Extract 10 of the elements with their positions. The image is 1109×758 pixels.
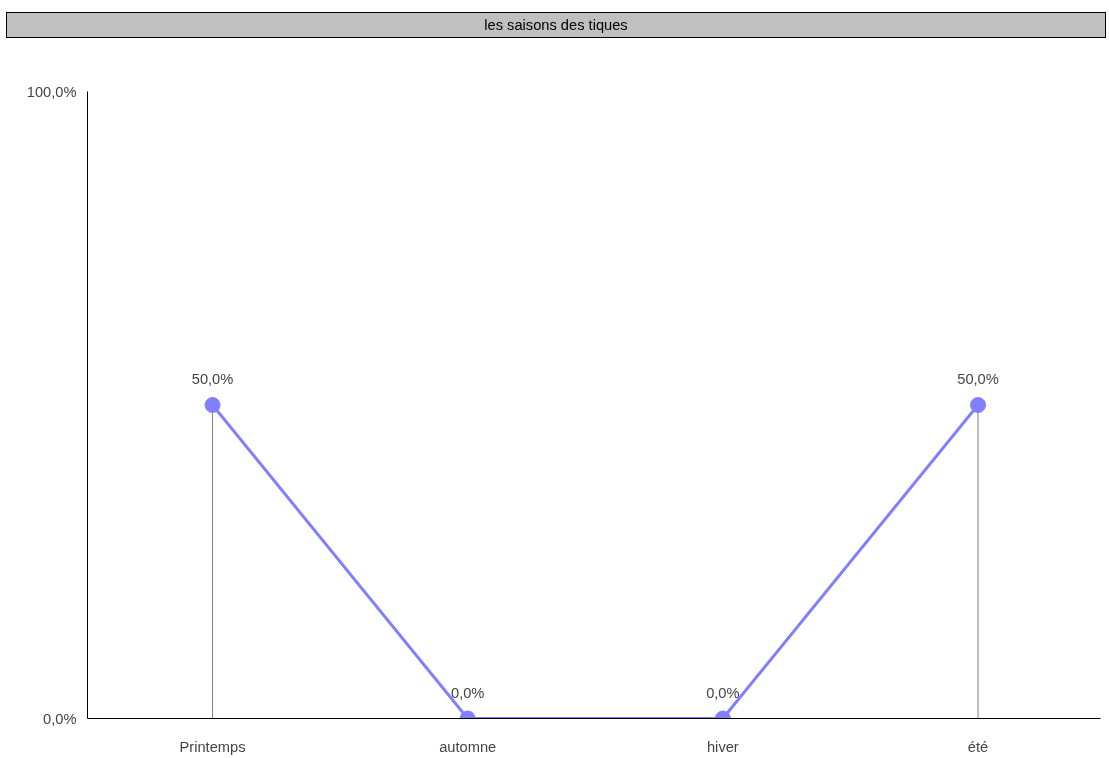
chart-title: les saisons des tiques (484, 16, 628, 35)
x-tick-label: Printemps (179, 738, 246, 755)
x-tick-label: automne (439, 738, 497, 755)
x-tick-label: hiver (706, 738, 739, 755)
text: 0,0% (450, 684, 485, 701)
y-tick-label: 100,0% (26, 83, 77, 100)
text: 50,0% (957, 371, 999, 387)
text: 0,0% (706, 684, 740, 701)
x-tick-label: été (967, 738, 989, 755)
text: 50,0% (191, 371, 234, 387)
